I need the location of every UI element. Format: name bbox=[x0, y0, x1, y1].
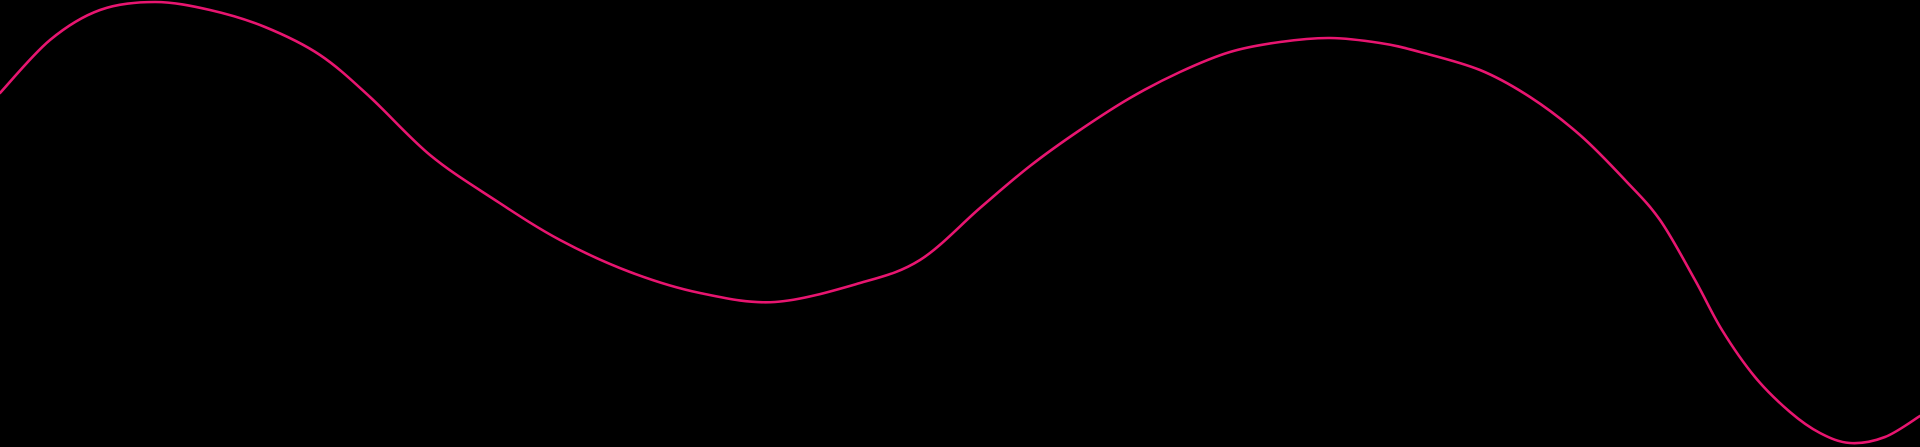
chart-canvas bbox=[0, 0, 1920, 445]
curve-plot-svg bbox=[0, 0, 1920, 445]
wave-curve-line bbox=[0, 0, 1920, 445]
